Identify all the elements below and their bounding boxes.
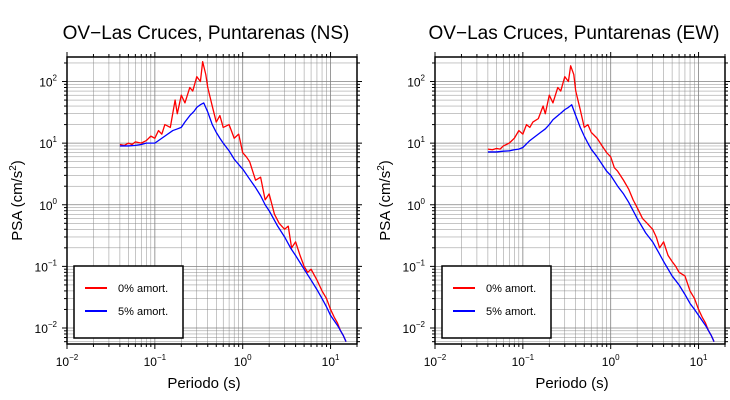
x-tick-label-exp: −2 <box>437 353 447 362</box>
y-tick-label-base: 10 <box>403 322 417 336</box>
y-tick-label-exp: 2 <box>53 74 58 83</box>
legend-label-0: 0% amort. <box>118 283 168 295</box>
y-tick-label: 101 <box>39 135 57 151</box>
x-tick-label: 10−2 <box>56 353 79 369</box>
y-axis-label-end: ) <box>9 160 26 165</box>
y-axis-label-base: PSA (cm/s <box>9 171 26 241</box>
x-tick-label: 10−1 <box>144 353 167 369</box>
x-tick-label-exp: −1 <box>157 353 167 362</box>
legend-box <box>441 265 552 339</box>
y-tick-label-exp: −1 <box>48 258 58 267</box>
series-line-damped <box>487 104 715 342</box>
y-tick-label: 101 <box>407 135 425 151</box>
y-axis-label: PSA (cm/s2) <box>376 160 394 241</box>
y-tick-label: 10−1 <box>403 258 426 274</box>
x-tick-label-exp: 1 <box>703 353 708 362</box>
x-tick-label: 101 <box>322 353 340 369</box>
chart-title: OV−Las Cruces, Puntarenas (NS) <box>63 23 350 44</box>
x-tick-label-base: 10 <box>424 355 438 369</box>
y-tick-label-exp: −2 <box>48 320 58 329</box>
x-tick-label: 10−1 <box>512 353 535 369</box>
grid <box>66 57 358 344</box>
legend-box <box>73 265 184 339</box>
x-tick-label-exp: −1 <box>525 353 535 362</box>
y-tick-label-exp: 0 <box>53 197 58 206</box>
x-axis-label: Periodo (s) <box>167 375 240 392</box>
y-tick-label: 10−2 <box>403 320 426 336</box>
y-tick-label-exp: 1 <box>421 135 426 144</box>
y-tick-label: 102 <box>39 74 57 90</box>
y-tick-label-base: 10 <box>35 260 49 274</box>
y-tick-label: 100 <box>39 197 57 213</box>
x-tick-label-base: 10 <box>602 355 616 369</box>
x-tick-label: 100 <box>602 353 620 369</box>
x-tick-label: 10−2 <box>424 353 447 369</box>
legend: 0% amort. 5% amort. <box>73 265 184 339</box>
y-axis-label: PSA (cm/s2) <box>8 160 26 241</box>
x-tick-label-base: 10 <box>690 355 704 369</box>
chart-title: OV−Las Cruces, Puntarenas (EW) <box>429 23 720 44</box>
y-axis-label-end: ) <box>377 160 394 165</box>
y-tick-label: 10−2 <box>35 320 58 336</box>
y-tick-label-exp: 2 <box>421 74 426 83</box>
x-tick-label-base: 10 <box>512 355 526 369</box>
y-tick-label-base: 10 <box>39 76 53 90</box>
x-tick-label: 100 <box>234 353 252 369</box>
y-tick-label-base: 10 <box>403 260 417 274</box>
y-tick-label-base: 10 <box>39 199 53 213</box>
x-tick-label-base: 10 <box>322 355 336 369</box>
y-tick-label-base: 10 <box>407 199 421 213</box>
plot-frame <box>66 56 358 345</box>
series-line-undamped <box>119 61 347 342</box>
y-tick-label-exp: 1 <box>53 135 58 144</box>
x-tick-label-exp: −2 <box>69 353 79 362</box>
plot-frame <box>434 56 726 345</box>
x-tick-label-base: 10 <box>234 355 248 369</box>
y-tick-label: 100 <box>407 197 425 213</box>
x-tick-label-exp: 0 <box>247 353 252 362</box>
y-tick-label-base: 10 <box>407 137 421 151</box>
y-axis-label-sup: 2 <box>376 165 387 171</box>
y-tick-label-exp: −2 <box>416 320 426 329</box>
y-tick-label: 10−1 <box>35 258 58 274</box>
x-tick-label-exp: 0 <box>615 353 620 362</box>
legend-label-0: 0% amort. <box>486 283 536 295</box>
x-tick-label: 101 <box>690 353 708 369</box>
y-tick-label: 102 <box>407 74 425 90</box>
legend-label-1: 5% amort. <box>486 306 536 318</box>
series-line-damped <box>119 102 347 342</box>
y-tick-label-exp: 0 <box>421 197 426 206</box>
x-tick-label-base: 10 <box>56 355 70 369</box>
y-tick-label-base: 10 <box>407 76 421 90</box>
y-tick-label-base: 10 <box>35 322 49 336</box>
legend: 0% amort. 5% amort. <box>441 265 552 339</box>
y-tick-label-exp: −1 <box>416 258 426 267</box>
series-line-undamped <box>487 65 715 342</box>
x-tick-label-base: 10 <box>144 355 158 369</box>
y-tick-label-base: 10 <box>39 137 53 151</box>
y-axis-label-base: PSA (cm/s <box>377 171 394 241</box>
y-axis-label-sup: 2 <box>8 165 19 171</box>
x-tick-label-exp: 1 <box>335 353 340 362</box>
legend-label-1: 5% amort. <box>118 306 168 318</box>
x-axis-label: Periodo (s) <box>535 375 608 392</box>
